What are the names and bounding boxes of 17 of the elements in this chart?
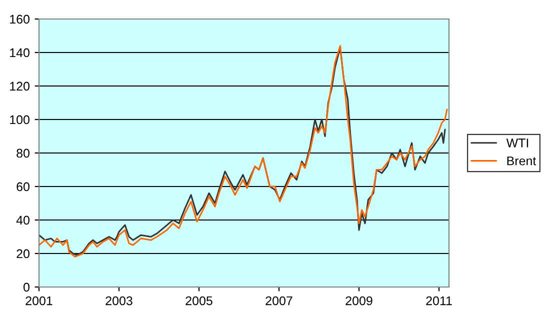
y-tick-label: 60 <box>16 182 30 192</box>
y-tick-label: 80 <box>16 148 30 158</box>
y-tick-label: 140 <box>10 48 30 58</box>
y-tick-label: 20 <box>16 249 30 258</box>
x-tick-label: 2011 <box>426 296 452 306</box>
legend-label: Brent <box>507 156 536 166</box>
y-tick-label: 160 <box>10 14 30 24</box>
y-tick-label: 40 <box>16 216 30 225</box>
x-tick-label: 2005 <box>186 296 212 306</box>
x-tick-label: 2009 <box>346 296 372 306</box>
x-tick-label: 2001 <box>26 296 52 306</box>
y-tick-label: 100 <box>10 115 30 124</box>
x-tick-label: 2007 <box>266 296 292 306</box>
legend-label: WTI <box>506 138 528 148</box>
y-tick-label: 120 <box>10 82 30 91</box>
y-tick-label: 0 <box>24 282 30 292</box>
x-tick-label: 2003 <box>106 296 132 306</box>
